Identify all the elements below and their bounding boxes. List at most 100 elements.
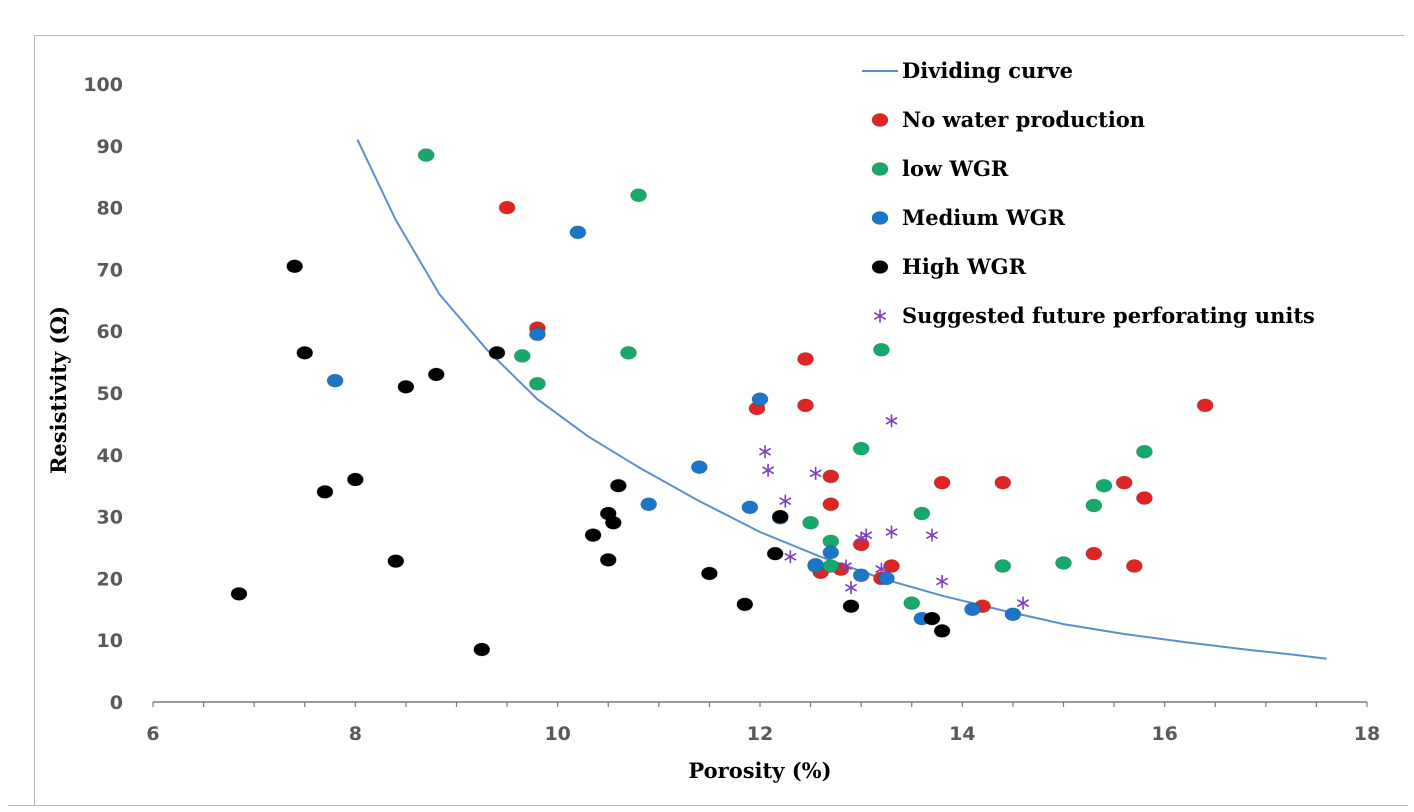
x-tick-label: 12 — [747, 723, 773, 745]
no-water-production-point — [994, 475, 1012, 490]
legend-high-wgr-marker — [871, 260, 889, 274]
high-wgr-point — [316, 484, 334, 499]
legend-label: Suggested future perforating units — [902, 303, 1315, 328]
no-water-production-point — [1196, 398, 1214, 413]
high-wgr-point — [771, 509, 789, 524]
no-water-production-point — [822, 497, 840, 512]
y-tick-label: 30 — [97, 507, 123, 529]
legend: Dividing curve No water production low WGR… — [862, 58, 1315, 328]
low-wgr-point — [630, 188, 647, 203]
data-points-layer — [230, 148, 1214, 657]
suggested-future-perforating-units-point — [1016, 596, 1030, 610]
suggested-future-perforating-units-point — [925, 528, 939, 542]
suggested-future-perforating-units-point — [860, 528, 873, 542]
low-wgr-point — [802, 515, 819, 530]
suggested-future-perforating-units-point — [762, 463, 775, 477]
suggested-future-perforating-units-point — [885, 525, 898, 539]
high-wgr-point — [736, 597, 754, 612]
no-water-production-point — [1115, 475, 1133, 490]
low-wgr-point — [822, 559, 840, 573]
low-wgr-point — [994, 559, 1012, 573]
y-tick-label: 50 — [97, 383, 123, 405]
y-tick-label: 40 — [97, 445, 123, 467]
no-water-production-point — [797, 352, 814, 366]
low-wgr-point — [513, 349, 531, 363]
medium-wgr-point — [569, 225, 587, 240]
legend-suggested-future-perforating-units-marker — [873, 309, 887, 323]
low-wgr-point — [529, 376, 546, 391]
high-wgr-point — [701, 566, 718, 581]
x-tick-label: 14 — [949, 723, 975, 745]
suggested-future-perforating-units-point — [759, 445, 772, 459]
medium-wgr-point — [964, 602, 981, 617]
high-wgr-point — [427, 367, 445, 382]
high-wgr-point — [286, 259, 304, 274]
medium-wgr-point — [640, 497, 658, 512]
high-wgr-point — [599, 552, 617, 567]
suggested-future-perforating-units-point — [839, 559, 853, 573]
legend-label: low WGR — [902, 156, 1009, 181]
x-tick-label: 10 — [544, 723, 570, 745]
legend-label: Dividing curve — [902, 58, 1073, 83]
legend-medium-wgr-marker — [871, 211, 889, 225]
suggested-future-perforating-units-point — [844, 581, 858, 595]
x-tick-label: 8 — [349, 723, 362, 745]
high-wgr-point — [397, 379, 415, 394]
x-axis-title: Porosity (%) — [688, 758, 831, 783]
high-wgr-point — [584, 528, 602, 543]
medium-wgr-point — [807, 557, 825, 572]
medium-wgr-point — [751, 392, 769, 407]
no-water-production-point — [1085, 546, 1103, 561]
low-wgr-point — [1136, 444, 1153, 459]
medium-wgr-point — [1004, 607, 1022, 622]
y-tick-label: 90 — [97, 136, 123, 158]
frame-bottom-line — [8, 805, 1408, 806]
x-tick-label: 6 — [146, 723, 159, 745]
high-wgr-point — [387, 554, 405, 568]
legend-label: No water production — [902, 107, 1145, 132]
low-wgr-point — [903, 596, 921, 611]
no-water-production-point — [822, 469, 840, 484]
medium-wgr-point — [326, 373, 344, 388]
x-axis-minor-ticks — [152, 702, 1368, 707]
legend-low-wgr-marker — [871, 162, 889, 176]
no-water-production-point — [933, 475, 951, 490]
frame-left-line — [34, 35, 35, 805]
no-water-production-point — [883, 559, 900, 573]
suggested-future-perforating-units-point — [809, 466, 822, 480]
x-tick-label: 16 — [1151, 723, 1177, 745]
high-wgr-point — [488, 345, 506, 360]
low-wgr-point — [873, 342, 890, 357]
y-tick-label: 0 — [110, 692, 123, 714]
x-tick-label: 18 — [1354, 723, 1380, 745]
medium-wgr-point — [741, 500, 759, 515]
medium-wgr-point — [822, 545, 840, 560]
medium-wgr-point — [690, 460, 708, 475]
high-wgr-point — [933, 624, 951, 638]
no-water-production-point — [1136, 491, 1153, 505]
medium-wgr-point — [852, 568, 870, 583]
x-axis-tick-labels: 6 8 10 12 14 16 18 — [146, 723, 1380, 745]
medium-wgr-point — [529, 327, 546, 342]
legend-no-water-production-marker — [871, 113, 889, 127]
high-wgr-point — [604, 515, 622, 530]
frame-top-line — [34, 35, 1404, 36]
suggested-future-perforating-units-point — [885, 414, 898, 428]
high-wgr-point — [609, 478, 627, 493]
y-tick-label: 70 — [97, 259, 123, 281]
low-wgr-point — [852, 441, 870, 456]
low-wgr-point — [1055, 556, 1072, 570]
y-tick-label: 100 — [83, 74, 123, 96]
high-wgr-point — [473, 642, 491, 657]
y-tick-label: 10 — [97, 630, 123, 652]
high-wgr-point — [296, 345, 314, 360]
suggested-future-perforating-units-point — [936, 574, 949, 588]
y-axis-tick-labels: 0 10 20 30 40 50 60 70 80 90 100 — [83, 74, 123, 714]
y-tick-label: 20 — [97, 568, 123, 590]
legend-label: High WGR — [902, 254, 1027, 279]
no-water-production-point — [797, 398, 814, 413]
high-wgr-point — [346, 472, 364, 487]
high-wgr-point — [230, 586, 248, 601]
y-axis-title: Resistivity (Ω) — [46, 306, 71, 474]
suggested-future-perforating-units-point — [784, 550, 797, 564]
